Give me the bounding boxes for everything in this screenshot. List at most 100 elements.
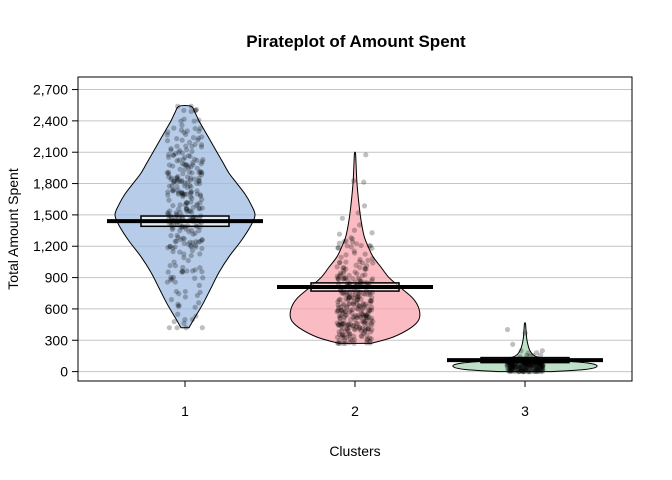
data-point [356, 314, 363, 320]
data-point [528, 366, 534, 373]
data-point [183, 131, 189, 138]
data-point [174, 211, 180, 217]
data-point [539, 363, 545, 369]
data-point [341, 275, 347, 282]
data-point [336, 337, 342, 344]
data-point [184, 268, 190, 274]
data-point [189, 248, 196, 254]
data-point [357, 265, 363, 271]
data-point [175, 173, 181, 180]
data-point [168, 277, 174, 283]
data-point [181, 107, 187, 114]
data-point [507, 367, 513, 373]
data-point [351, 333, 357, 339]
data-point [346, 295, 352, 301]
data-point [166, 174, 172, 180]
data-point [354, 271, 360, 277]
data-point [341, 317, 347, 323]
data-point [510, 364, 516, 370]
data-point [351, 248, 357, 254]
data-point [368, 298, 374, 304]
y-tick-label: 0 [60, 364, 68, 380]
data-point [367, 289, 373, 296]
data-point [196, 300, 202, 306]
data-point [508, 368, 514, 374]
violin-3 [452, 322, 598, 373]
data-point [509, 365, 515, 371]
data-point [365, 321, 371, 327]
x-axis-label: Clusters [329, 443, 380, 459]
data-point [176, 157, 182, 163]
data-point [368, 321, 374, 327]
data-point [338, 272, 344, 278]
data-point [175, 303, 181, 309]
data-point [179, 137, 185, 143]
data-point [351, 302, 357, 308]
data-point [197, 200, 203, 206]
data-point [505, 365, 511, 371]
data-point [539, 361, 545, 367]
data-point [337, 315, 343, 321]
data-point [358, 328, 364, 334]
data-point [363, 313, 369, 319]
data-point [173, 238, 179, 244]
data-point [192, 107, 198, 114]
data-point [177, 147, 183, 154]
y-tick-label: 600 [45, 301, 69, 317]
data-point [525, 362, 531, 368]
data-point [353, 312, 359, 319]
data-point [192, 275, 198, 281]
data-point [185, 165, 192, 171]
data-point [367, 340, 373, 346]
data-point [338, 254, 344, 260]
data-point [354, 296, 360, 303]
data-point [343, 275, 349, 281]
data-point [370, 318, 376, 325]
data-point [170, 152, 177, 158]
data-point [199, 245, 205, 252]
data-point [197, 265, 203, 271]
data-point [170, 163, 176, 169]
data-point [166, 197, 172, 203]
data-point [359, 260, 366, 266]
data-point [170, 248, 176, 255]
data-point [194, 165, 200, 171]
data-point [512, 364, 519, 370]
data-point [360, 300, 366, 307]
data-point [184, 191, 190, 197]
data-point [348, 307, 354, 313]
data-point [516, 363, 522, 369]
data-point [529, 362, 535, 368]
data-point [346, 295, 352, 301]
data-point [345, 328, 351, 334]
data-point [334, 264, 340, 270]
data-point [179, 215, 186, 221]
data-point [337, 260, 343, 266]
data-point [192, 267, 198, 273]
data-point [181, 129, 187, 135]
data-point [184, 208, 190, 215]
data-point [512, 368, 518, 375]
data-point [531, 362, 537, 368]
data-point [535, 368, 541, 375]
data-point [184, 147, 190, 153]
data-point [538, 367, 544, 373]
data-point [347, 331, 353, 337]
data-point [199, 237, 205, 243]
data-point [520, 365, 527, 371]
data-point [181, 320, 187, 326]
data-point [171, 319, 177, 325]
data-point [182, 316, 188, 323]
data-point [190, 231, 196, 237]
data-point [506, 368, 513, 375]
data-point [190, 240, 196, 246]
data-point [512, 363, 518, 370]
data-point [192, 125, 198, 132]
data-point [361, 329, 368, 335]
data-point [540, 363, 546, 369]
data-point [532, 366, 538, 372]
data-point [182, 294, 189, 300]
data-point [193, 107, 200, 113]
data-point [504, 326, 511, 333]
data-point [335, 275, 341, 281]
